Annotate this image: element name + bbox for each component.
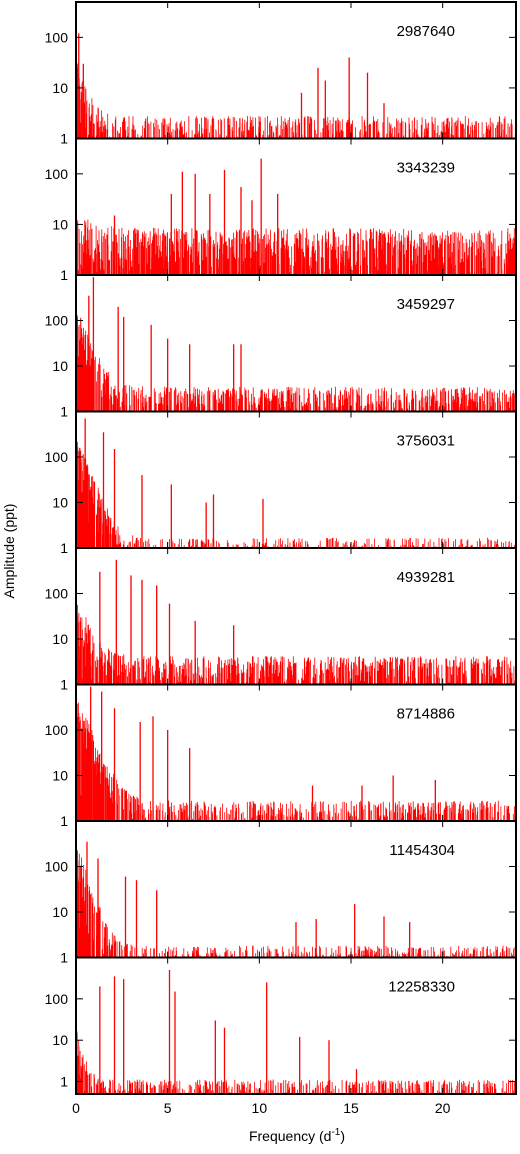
panel-11454304: 1 10 100 11454304 <box>45 820 517 966</box>
x-axis: 0 5 10 15 20 <box>72 1100 451 1116</box>
y-axis-label: Amplitude (ppt) <box>1 504 17 599</box>
x-tick-label-0: 0 <box>72 1100 80 1116</box>
y-tick-label-3756031-0: 1 <box>60 540 68 556</box>
y-tick-label-11454304-2: 100 <box>45 859 69 875</box>
x-axis-label-end: ) <box>340 1128 345 1144</box>
y-tick-label-12258330-2: 100 <box>45 991 69 1007</box>
y-tick-label-11454304-1: 10 <box>52 904 68 920</box>
y-tick-label-3459297-0: 1 <box>60 404 68 420</box>
panel-label-12258330: 12258330 <box>388 979 455 996</box>
y-tick-label-3343239-1: 10 <box>52 216 68 232</box>
y-tick-label-3459297-1: 10 <box>52 358 68 374</box>
y-tick-label-2987640-2: 100 <box>45 29 69 45</box>
spectrum-noise-3756031 <box>76 440 515 548</box>
y-tick-label-11454304-0: 1 <box>60 950 68 966</box>
y-tick-label-4939281-1: 10 <box>52 631 68 647</box>
y-tick-label-3343239-0: 1 <box>60 267 68 283</box>
panel-label-3459297: 3459297 <box>397 296 455 313</box>
y-tick-label-4939281-2: 100 <box>45 586 69 602</box>
spectrum-noise-12258330 <box>76 1029 515 1094</box>
x-axis-label-sup: -1 <box>331 1127 340 1138</box>
spectrum-noise-3459297 <box>76 315 516 412</box>
y-tick-label-12258330-1: 10 <box>52 1032 68 1048</box>
y-tick-label-3756031-1: 10 <box>52 495 68 511</box>
y-tick-label-8714886-1: 10 <box>52 768 68 784</box>
panel-2987640: 1 10 100 2987640 <box>45 1 517 147</box>
y-tick-label-3756031-2: 100 <box>45 449 69 465</box>
y-tick-label-12258330-0: 1 <box>60 1074 68 1090</box>
y-tick-label-4939281-0: 1 <box>60 677 68 693</box>
y-tick-label-8714886-0: 1 <box>60 813 68 829</box>
y-tick-label-3343239-2: 100 <box>45 166 69 182</box>
x-tick-label-4: 20 <box>435 1100 451 1116</box>
panel-3459297: 1 10 100 3459297 <box>45 274 517 420</box>
panel-3756031: 1 10 100 3756031 <box>45 410 517 556</box>
spectrum-noise-2987640 <box>76 58 516 139</box>
panel-label-8714886: 8714886 <box>397 706 455 723</box>
x-tick-label-1: 5 <box>164 1100 172 1116</box>
panel-label-3756031: 3756031 <box>397 433 455 450</box>
x-axis-label-main: Frequency (d <box>249 1128 331 1144</box>
panel-label-3343239: 3343239 <box>397 160 455 177</box>
panel-8714886: 1 10 100 8714886 <box>45 683 517 829</box>
panel-frame-12258330 <box>75 956 517 1095</box>
x-tick-label-3: 15 <box>343 1100 359 1116</box>
y-tick-label-3459297-2: 100 <box>45 313 69 329</box>
y-tick-label-2987640-1: 10 <box>52 80 68 96</box>
y-tick-label-8714886-2: 100 <box>45 722 69 738</box>
panel-12258330: 1 10 100 12258330 <box>45 956 517 1095</box>
panel-label-11454304: 11454304 <box>389 842 455 859</box>
spectrum-noise-4939281 <box>76 604 516 685</box>
panel-4939281: 1 10 100 4939281 <box>45 547 517 693</box>
spectrum-noise-3343239 <box>76 219 516 275</box>
y-tick-label-2987640-0: 1 <box>60 131 68 147</box>
panel-3343239: 1 10 100 3343239 <box>45 137 517 283</box>
panel-label-2987640: 2987640 <box>397 23 455 40</box>
x-tick-label-2: 10 <box>252 1100 268 1116</box>
x-axis-label: Frequency (d-1) <box>249 1127 345 1144</box>
panel-label-4939281: 4939281 <box>397 569 455 586</box>
